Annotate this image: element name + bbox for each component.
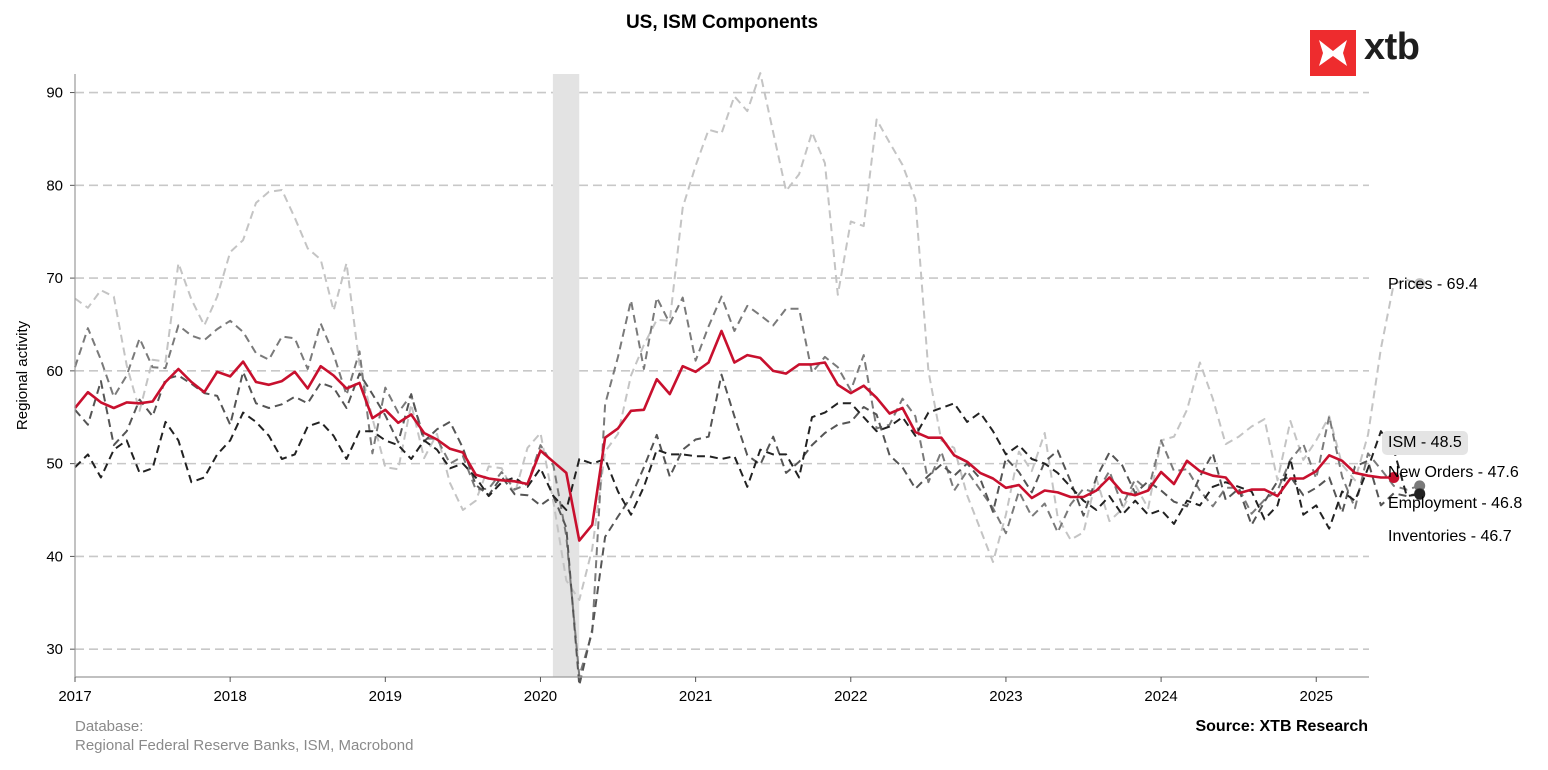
y-axis-label: Regional activity [14,320,31,430]
y-tick-label-60: 60 [46,363,63,380]
xtb-logo-mark-icon [1310,30,1356,76]
recession-shading [552,74,580,677]
x-tick-label-2017: 2017 [58,688,91,705]
series-line-prices [74,72,1420,601]
series-line-ism [73,329,1394,542]
end-label-employment: Employment - 46.8 [1388,495,1523,512]
end-label-prices: Prices - 69.4 [1388,276,1478,293]
footer-database: Database: Regional Federal Reserve Banks… [75,717,414,755]
axes-layer: 30 40 50 60 70 80 90 2017 2018 2019 2020 2021 2022 20… [46,74,1369,705]
series-line-new-orders [74,295,1420,678]
end-label-inventories: Inventories - 46.7 [1388,528,1512,545]
footer-database-heading: Database: [75,718,144,735]
series-layer [73,72,1426,687]
x-tick-label-2019: 2019 [369,688,402,705]
y-tick-label-40: 40 [46,548,63,565]
y-tick-label-70: 70 [46,270,63,287]
x-tick-label-2022: 2022 [834,688,867,705]
series-end-marker-ism [1388,472,1400,484]
grid-layer [75,91,1369,650]
x-tick-label-2018: 2018 [213,688,246,705]
x-tick-label-2023: 2023 [989,688,1022,705]
footer-database-sources: Regional Federal Reserve Banks, ISM, Mac… [75,737,414,754]
series-line-employment [74,370,1420,687]
xtb-logo: xtb [1310,26,1430,78]
series-line-inventories [74,402,1420,530]
y-tick-label-50: 50 [46,456,63,473]
x-tick-label-2025: 2025 [1300,688,1333,705]
end-label-new-orders: New Orders - 47.6 [1388,464,1519,481]
y-tick-label-30: 30 [46,641,63,658]
footer-source: Source: XTB Research [1195,718,1368,735]
x-tick-label-2021: 2021 [679,688,712,705]
end-label-ism: ISM - 48.5 [1382,431,1468,455]
x-tick-label-2024: 2024 [1144,688,1177,705]
y-tick-label-90: 90 [46,85,63,102]
series-end-marker-prices [1414,278,1426,290]
xtb-logo-text: xtb [1364,26,1420,68]
y-tick-label-80: 80 [46,177,63,194]
x-tick-label-2020: 2020 [524,688,557,705]
series-end-marker-inventories [1414,488,1426,500]
chart-title: US, ISM Components [625,12,819,33]
